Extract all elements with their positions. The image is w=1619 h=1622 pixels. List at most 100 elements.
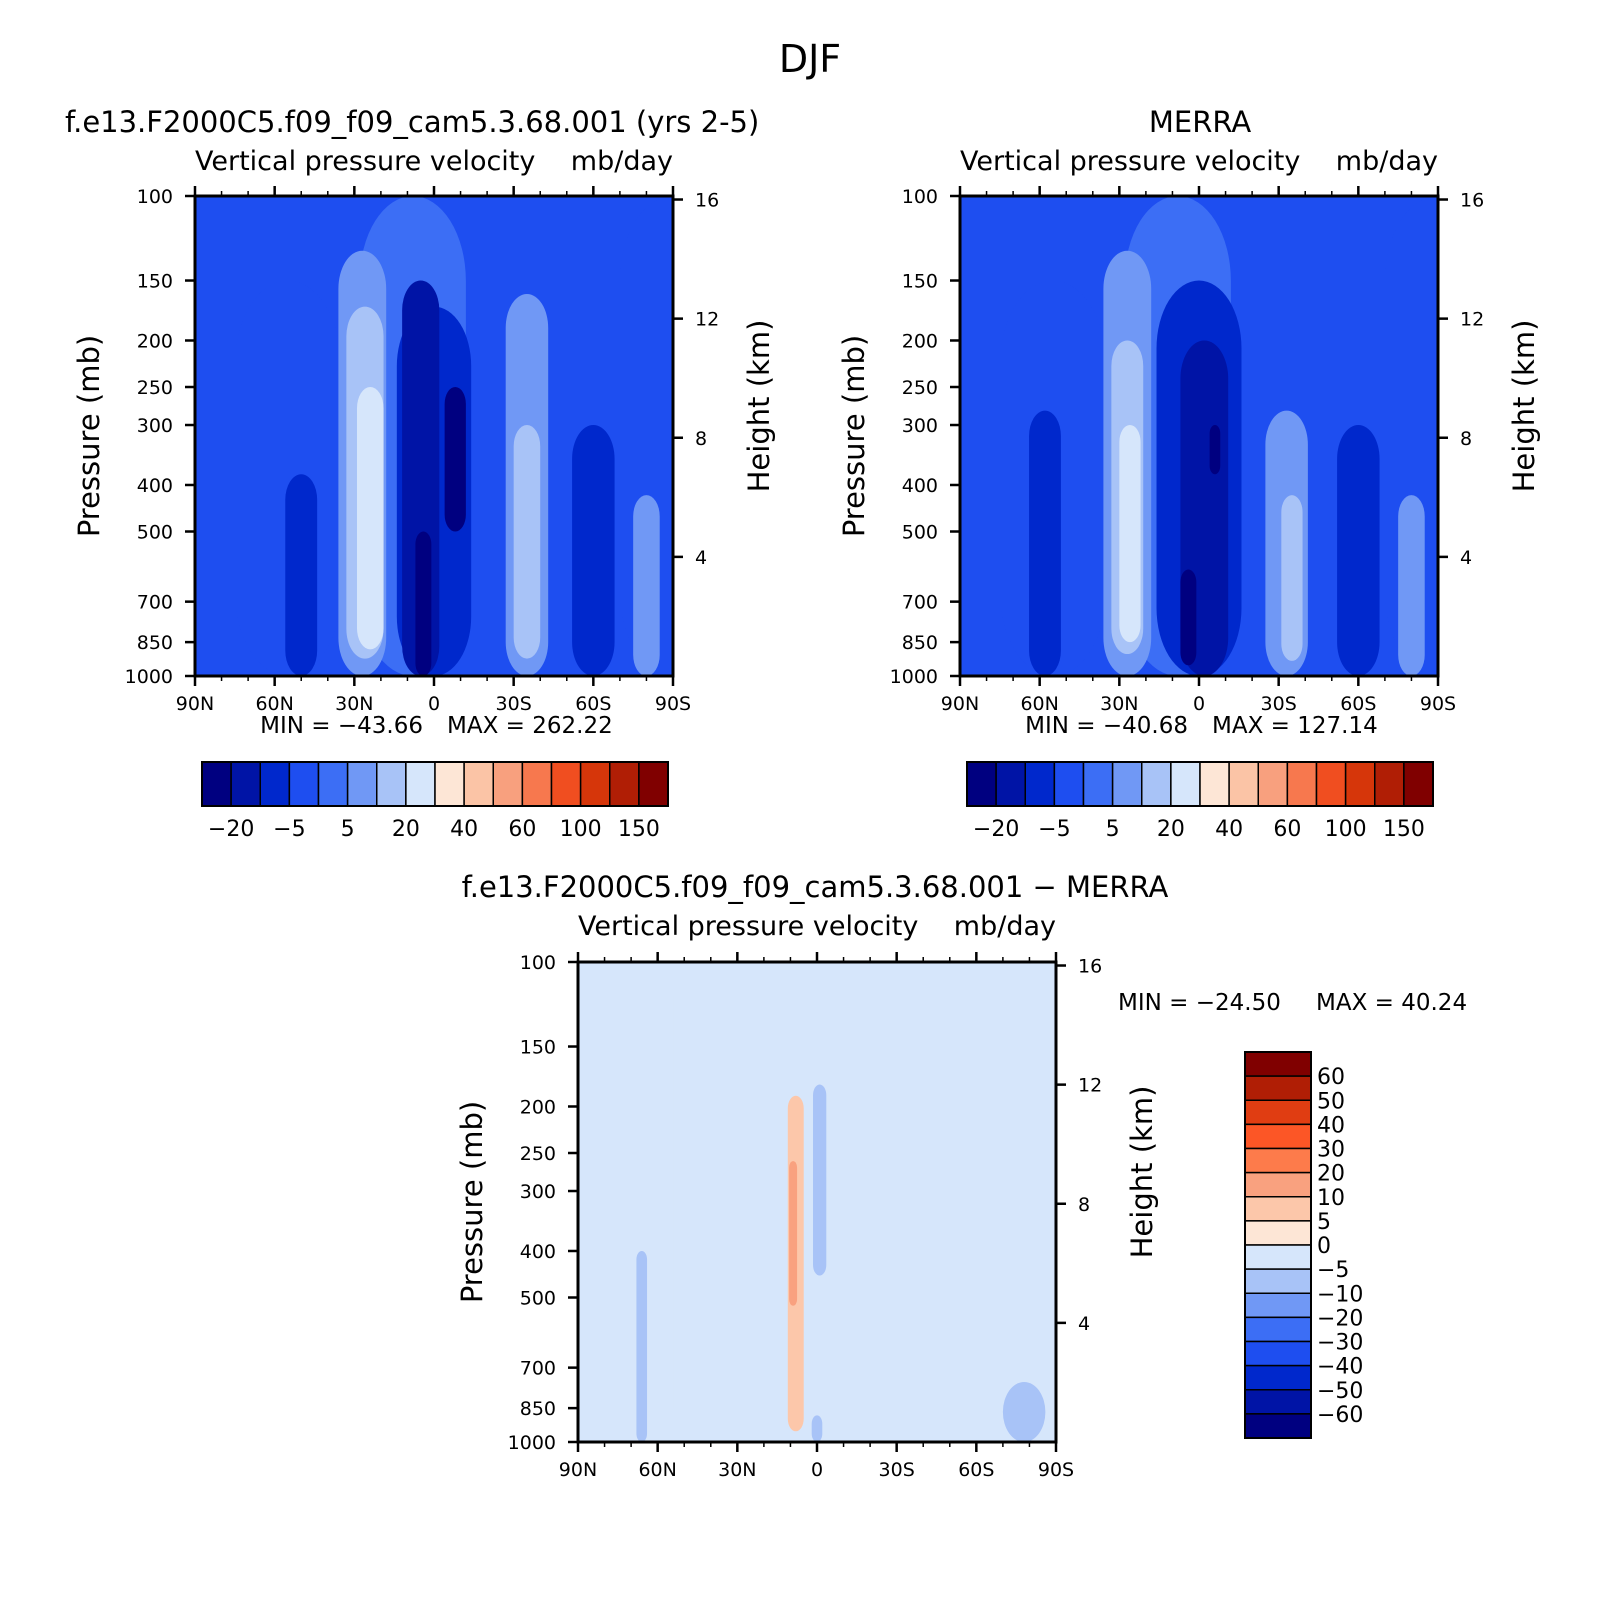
y-tick-label: 850	[137, 632, 173, 654]
colorbar-box	[288, 761, 320, 807]
colorbar-box	[1244, 1364, 1312, 1391]
colorbar-box	[1244, 1147, 1312, 1174]
contour-region	[1398, 495, 1425, 676]
x-tick-label: 30N	[1100, 693, 1138, 715]
panel-model: f.e13.F2000C5.f09_f09_cam5.3.68.001 (yrs…	[65, 105, 776, 842]
panel-title: f.e13.F2000C5.f09_f09_cam5.3.68.001 − ME…	[462, 870, 1169, 904]
colorbar-box	[492, 761, 524, 807]
colorbar: −20 −5 5 20 40 60 100 150	[201, 761, 669, 842]
colorbar-box	[1244, 1051, 1312, 1077]
colorbar-box	[1244, 1123, 1312, 1150]
colorbar-box	[966, 761, 997, 807]
panel-subtitle-right: mb/day	[954, 911, 1056, 942]
colorbar-box	[376, 761, 407, 807]
colorbar-box	[1257, 761, 1289, 807]
colorbar-box	[995, 761, 1026, 807]
y2-axis-label: Height (km)	[742, 320, 776, 493]
contour-region	[572, 425, 615, 676]
colorbar-box	[1111, 761, 1143, 807]
y2-tick-label: 16	[695, 190, 719, 212]
colorbar-box	[1024, 761, 1056, 807]
colorbar-label: 5	[341, 817, 355, 842]
y-tick-label: 250	[520, 1143, 556, 1165]
colorbar-box	[1244, 1292, 1312, 1319]
y2-tick-label: 8	[1078, 1194, 1090, 1216]
colorbar-box	[609, 761, 640, 807]
colorbar-box	[1244, 1340, 1312, 1367]
colorbar-label: −40	[1317, 1355, 1363, 1380]
contour-region	[1281, 495, 1303, 661]
x-tick-label: 0	[428, 693, 440, 715]
y2-axis: 16 12 8 4 Height (km)	[673, 190, 776, 569]
colorbar-frame	[1244, 1051, 1312, 1439]
y2-axis: 16 12 8 4 Height (km)	[1056, 956, 1159, 1335]
colorbar-label: 20	[1317, 1162, 1345, 1187]
y-axis: 100 150 200 250 300 400 500 700 850 1000 Pressure …	[455, 952, 578, 1454]
x-tick-label: 90N	[176, 693, 214, 715]
y2-axis-label: Height (km)	[1125, 1086, 1159, 1259]
colorbar-box	[1244, 1075, 1312, 1101]
y2-tick-label: 12	[695, 309, 719, 331]
contour-field	[578, 962, 1056, 1442]
y2-axis: 16 12 8 4 Height (km)	[1438, 190, 1541, 569]
y-tick-label: 1000	[125, 666, 173, 688]
colorbar-label: 40	[1215, 817, 1243, 842]
x-tick-label: 90N	[941, 693, 979, 715]
colorbar-label: 40	[450, 817, 478, 842]
figure-title: DJF	[779, 37, 841, 81]
colorbar-label: −50	[1317, 1379, 1363, 1404]
colorbar-label: 150	[618, 817, 660, 842]
contour-region	[789, 1161, 798, 1306]
colorbar-label: −20	[973, 817, 1019, 842]
colorbar-box	[550, 761, 582, 807]
y-tick-label: 300	[520, 1181, 556, 1203]
max-value: MAX = 40.24	[1316, 990, 1467, 1016]
colorbar-box	[463, 761, 494, 807]
contour-region	[1029, 410, 1061, 676]
x-tick-label: 90S	[1420, 693, 1456, 715]
x-axis: 90N 60N 30N 0 30S 60S 90S	[559, 952, 1074, 1481]
y2-tick-label: 8	[1460, 428, 1472, 450]
colorbar-box	[1244, 1196, 1312, 1222]
colorbar-label: 30	[1317, 1138, 1345, 1163]
colorbar-box	[1244, 1316, 1312, 1343]
colorbar-label: −60	[1317, 1403, 1363, 1428]
colorbar-label: 5	[1106, 817, 1120, 842]
y-tick-label: 400	[520, 1241, 556, 1263]
colorbar-box	[1244, 1220, 1312, 1246]
panel-subtitle-left: Vertical pressure velocity	[578, 911, 918, 942]
colorbar-box	[1082, 761, 1114, 807]
y-tick-label: 150	[520, 1037, 556, 1059]
y-tick-label: 700	[902, 592, 938, 614]
contour-field	[960, 196, 1438, 676]
colorbar-box	[1244, 1244, 1312, 1270]
colorbar-box	[1244, 1099, 1312, 1126]
x-tick-label: 60N	[1020, 693, 1058, 715]
colorbar-box	[317, 761, 349, 807]
y-tick-label: 1000	[890, 666, 938, 688]
contour-region	[734, 962, 767, 1442]
contour-region	[1119, 425, 1141, 643]
contour-region	[356, 387, 384, 650]
panel-subtitle-right: mb/day	[571, 146, 673, 177]
colorbar-label: −20	[1317, 1306, 1363, 1331]
min-value: MIN = −24.50	[1118, 990, 1281, 1016]
x-axis: 90N 60N 30N 0 30S 60S 90S	[176, 186, 691, 715]
colorbar-label: 150	[1383, 817, 1425, 842]
min-value: MIN = −43.66	[260, 713, 423, 739]
y-tick-label: 250	[902, 377, 938, 399]
y-tick-label: 250	[137, 377, 173, 399]
colorbar-box	[434, 761, 465, 807]
y-tick-label: 700	[520, 1358, 556, 1380]
y-tick-label: 400	[137, 475, 173, 497]
colorbar-box	[638, 761, 669, 807]
y-tick-label: 100	[902, 186, 938, 208]
colorbar-box	[1199, 761, 1230, 807]
contour-field	[195, 196, 673, 676]
y-tick-label: 150	[902, 271, 938, 293]
colorbar-label: 60	[1317, 1065, 1345, 1090]
x-tick-label: 30N	[718, 1459, 756, 1481]
colorbar-label: −5	[1038, 817, 1070, 842]
y-tick-label: 100	[520, 952, 556, 974]
colorbar-label: −5	[273, 817, 305, 842]
